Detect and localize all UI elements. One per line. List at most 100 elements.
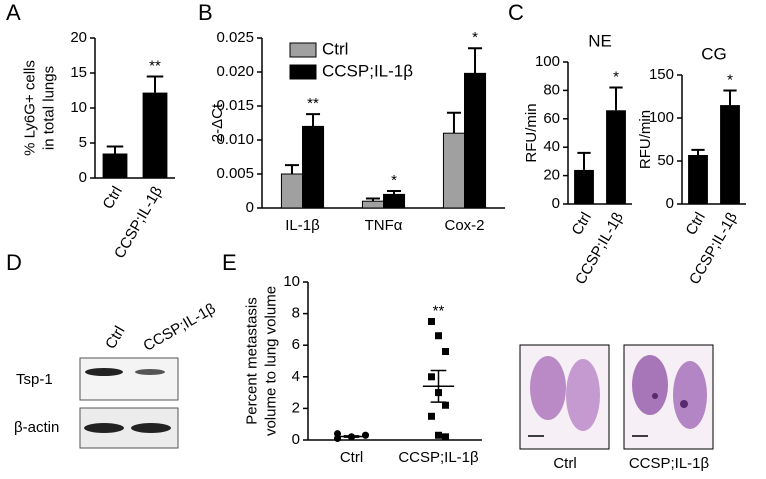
y-tick-label: 0.010 xyxy=(216,131,254,148)
tissue xyxy=(530,356,566,420)
y-tick-label: 50 xyxy=(657,152,674,169)
x-tick-label: Ctrl xyxy=(683,209,709,238)
lesion xyxy=(680,400,688,408)
x-tick-label: IL-1β xyxy=(285,217,320,234)
y-tick-label: 0.025 xyxy=(216,29,254,46)
tissue xyxy=(632,355,668,415)
panel-letter: D xyxy=(6,250,22,275)
y-tick-label: 20 xyxy=(70,29,87,46)
y-tick-label: 150 xyxy=(649,66,674,83)
blot-frame xyxy=(79,357,179,401)
x-tick-label: CCSP;IL-1β xyxy=(398,449,479,466)
legend-swatch xyxy=(289,64,317,80)
significance: * xyxy=(472,29,478,46)
data-point xyxy=(428,318,435,325)
histology-label: Ctrl xyxy=(553,455,576,472)
y-tick-label: 20 xyxy=(543,167,560,184)
bar xyxy=(383,193,406,209)
y-tick-label: 100 xyxy=(535,53,560,70)
panel-letter: C xyxy=(508,0,524,25)
y-tick-label: 10 xyxy=(283,273,300,290)
blot-row-label: Tsp-1 xyxy=(16,371,53,388)
significance: * xyxy=(391,172,397,189)
y-axis-label: RFU/min xyxy=(523,103,540,162)
data-point xyxy=(362,431,369,439)
y-tick-label: 4 xyxy=(292,368,300,385)
bar xyxy=(442,132,466,209)
error-bar xyxy=(106,145,124,154)
legend-label: CCSP;IL-1β xyxy=(322,61,413,80)
blot-row-label: β-actin xyxy=(14,419,59,436)
bar xyxy=(606,110,626,204)
y-tick-label: 0 xyxy=(552,195,560,212)
legend-swatch xyxy=(289,42,317,58)
x-tick-label: Cox-2 xyxy=(444,217,484,234)
panel-letter: B xyxy=(198,0,213,25)
y-tick-label: 40 xyxy=(543,138,560,155)
histology-label: CCSP;IL-1β xyxy=(629,455,710,472)
significance: * xyxy=(613,69,619,86)
band xyxy=(84,423,124,433)
x-tick-label: TNFα xyxy=(365,217,403,234)
y-axis-label: RFU/min xyxy=(637,110,654,169)
y-axis-label: Percent metastasis xyxy=(243,297,260,425)
error-bar xyxy=(306,113,321,127)
error-bar xyxy=(146,75,164,93)
tissue xyxy=(673,361,707,429)
data-point xyxy=(442,401,449,409)
y-tick-label: 0 xyxy=(292,431,300,448)
legend-label: Ctrl xyxy=(322,39,348,58)
x-tick-label: Ctrl xyxy=(340,449,363,466)
bar xyxy=(280,173,304,209)
data-point xyxy=(442,433,449,441)
y-tick-label: 0 xyxy=(666,195,674,212)
data-point xyxy=(442,348,449,356)
y-tick-label: 8 xyxy=(292,305,300,322)
y-tick-label: 0 xyxy=(79,169,87,186)
x-tick-label: Ctrl xyxy=(569,209,595,238)
chart-title: CG xyxy=(701,44,727,63)
error-bar xyxy=(691,148,705,155)
bar xyxy=(688,154,708,204)
data-point xyxy=(435,431,442,439)
significance: * xyxy=(727,71,733,88)
band xyxy=(85,368,123,376)
lesion xyxy=(652,393,658,399)
y-tick-label: 0.015 xyxy=(216,97,254,114)
y-tick-label: 15 xyxy=(70,64,87,81)
tissue xyxy=(566,359,600,431)
y-tick-label: 0 xyxy=(246,199,254,216)
significance: ** xyxy=(149,57,161,74)
error-bar xyxy=(468,47,483,74)
y-tick-label: 5 xyxy=(79,134,87,151)
data-point xyxy=(428,412,435,420)
blot-lane-label: Ctrl xyxy=(102,323,128,352)
error-bar xyxy=(365,197,380,202)
y-tick-label: 100 xyxy=(649,109,674,126)
blot-lane-label: CCSP;IL-1β xyxy=(140,300,218,355)
sem-bar xyxy=(430,369,447,403)
y-tick-label: 2 xyxy=(292,399,300,416)
bar xyxy=(720,105,740,204)
bar xyxy=(574,169,594,204)
error-bar xyxy=(609,86,623,111)
error-bar xyxy=(387,190,402,195)
y-tick-label: 80 xyxy=(543,81,560,98)
bar xyxy=(302,125,325,209)
panel-letter: E xyxy=(222,250,237,275)
chart-title: NE xyxy=(588,31,612,50)
data-point xyxy=(428,373,435,381)
y-tick-label: 60 xyxy=(543,110,560,127)
band xyxy=(131,423,171,433)
y-axis-label: volume to lung volume xyxy=(262,286,279,436)
bar xyxy=(142,92,168,178)
bar xyxy=(361,200,385,209)
significance: ** xyxy=(433,302,445,319)
sem-bar xyxy=(343,435,360,438)
y-tick-label: 0.020 xyxy=(216,63,254,80)
y-tick-label: 6 xyxy=(292,336,300,353)
bar xyxy=(102,153,128,178)
bar xyxy=(464,72,487,209)
panel-letter: A xyxy=(6,0,21,25)
